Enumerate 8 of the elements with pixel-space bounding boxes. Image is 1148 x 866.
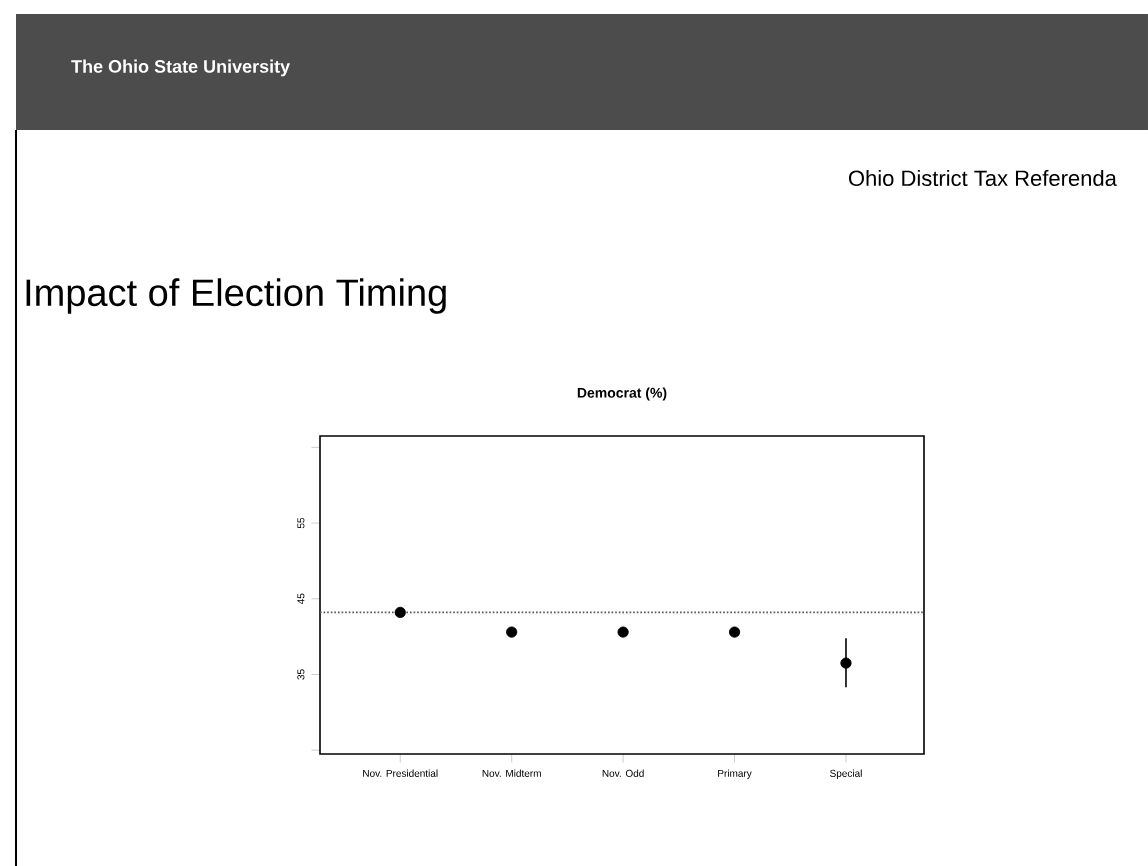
text: Ohio District Tax Referenda (848, 169, 1117, 187)
point (840, 657, 852, 669)
point (617, 626, 629, 638)
chart-subtitle: Impact of Election Timing (26, 278, 446, 314)
point (394, 606, 406, 618)
text: The Ohio State University (71, 59, 291, 77)
point (506, 626, 518, 638)
point (728, 626, 741, 638)
